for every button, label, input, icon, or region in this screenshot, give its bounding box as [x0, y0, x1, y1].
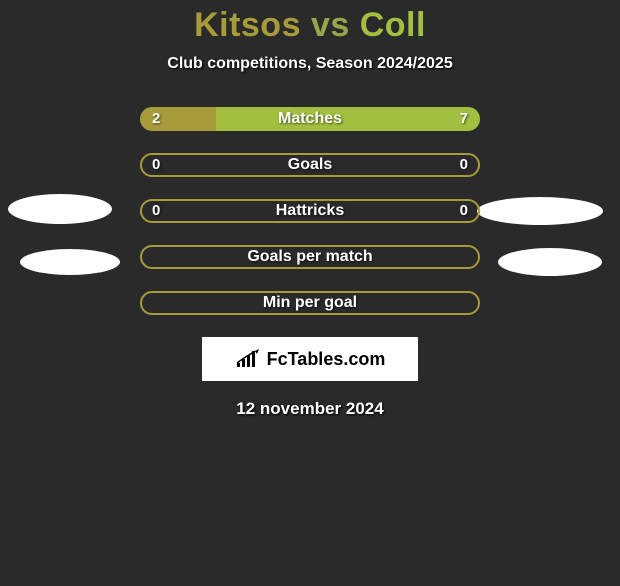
page-title: Kitsos vs Coll [0, 6, 620, 45]
brand-icon [235, 349, 263, 369]
player2-name: Coll [360, 6, 426, 44]
stat-row: 00Goals [140, 153, 480, 177]
decoration-ellipse [477, 197, 603, 225]
brand-box: FcTables.com [202, 337, 418, 381]
player1-name: Kitsos [194, 6, 301, 44]
bar-container [140, 153, 480, 177]
brand-text: FcTables.com [267, 349, 386, 370]
stat-row: 27Matches [140, 107, 480, 131]
bar-container [140, 199, 480, 223]
decoration-ellipse [498, 248, 602, 276]
subtitle: Club competitions, Season 2024/2025 [0, 55, 620, 73]
stat-row: Min per goal [140, 291, 480, 315]
stat-row: 00Hattricks [140, 199, 480, 223]
bar-container [140, 245, 480, 269]
decoration-ellipse [8, 194, 112, 224]
bar-container [140, 107, 480, 131]
bar-right [216, 107, 480, 131]
vs-text: vs [311, 6, 350, 44]
decoration-ellipse [20, 249, 120, 275]
stat-row: Goals per match [140, 245, 480, 269]
date-text: 12 november 2024 [0, 399, 620, 419]
bar-container [140, 291, 480, 315]
bar-left [140, 107, 216, 131]
